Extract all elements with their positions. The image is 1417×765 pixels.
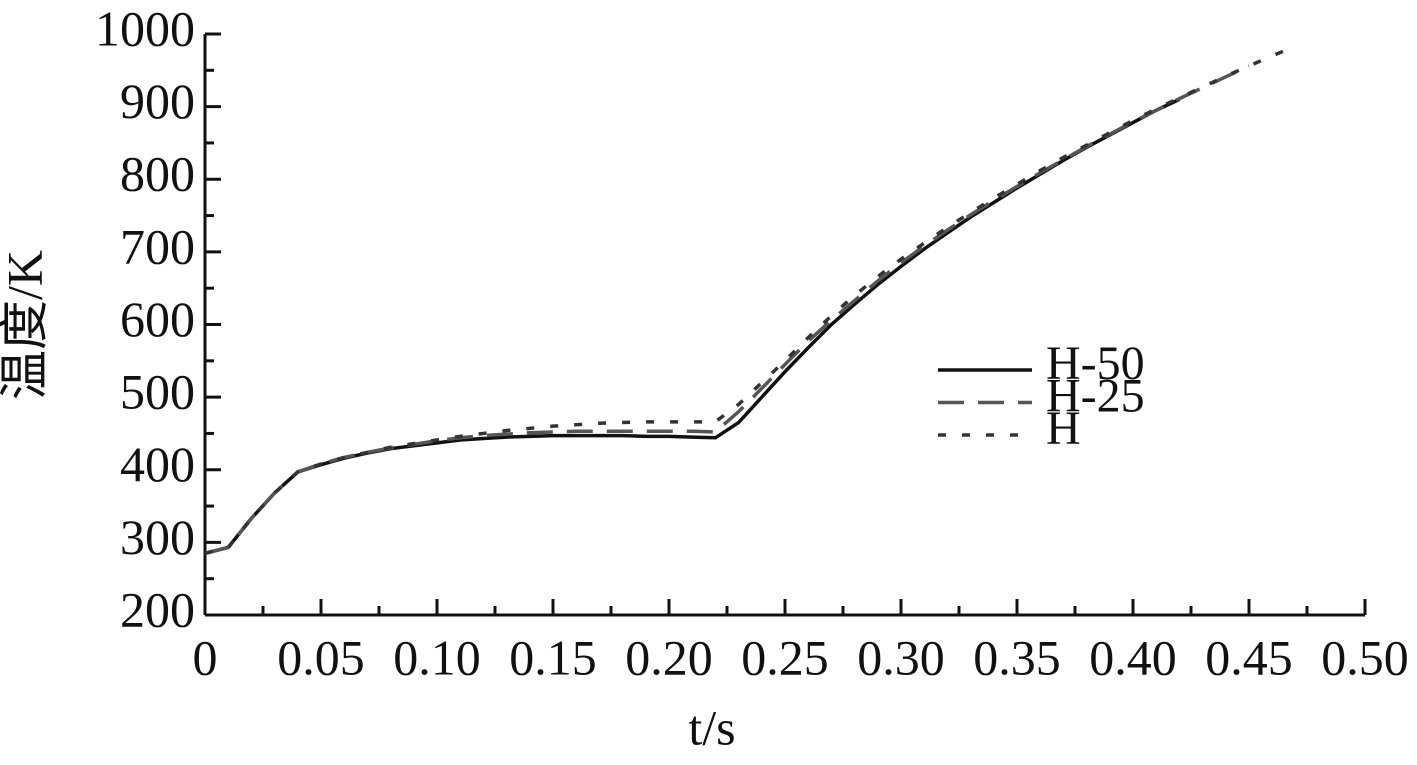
y-tick-label: 300 bbox=[120, 509, 195, 565]
legend-label: H-50 bbox=[1046, 337, 1145, 390]
x-tick-label: 0.20 bbox=[625, 629, 713, 685]
x-tick-label: 0.30 bbox=[857, 629, 945, 685]
x-tick-label: 0.45 bbox=[1205, 629, 1293, 685]
legend-label: H-25 bbox=[1046, 370, 1145, 423]
x-tick-label: 0 bbox=[193, 629, 218, 685]
y-tick-label: 1000 bbox=[95, 0, 195, 56]
x-tick-label: 0.35 bbox=[973, 629, 1061, 685]
x-axis-label: t/s bbox=[688, 699, 735, 755]
x-tick-label: 0.15 bbox=[509, 629, 597, 685]
y-tick-label: 800 bbox=[120, 146, 195, 202]
series-line bbox=[204, 97, 1181, 555]
y-axis-label: 温度/K bbox=[0, 250, 52, 400]
y-tick-label: 700 bbox=[120, 218, 195, 274]
y-tick-label: 500 bbox=[120, 364, 195, 420]
x-tick-label: 0.40 bbox=[1089, 629, 1177, 685]
x-tick-label: 0.25 bbox=[741, 629, 829, 685]
y-tick-label: 400 bbox=[120, 436, 195, 492]
series-line bbox=[204, 64, 1250, 555]
y-tick-label: 900 bbox=[120, 73, 195, 129]
legend-label: H bbox=[1046, 402, 1081, 455]
y-tick-label: 200 bbox=[120, 581, 195, 637]
y-tick-label: 600 bbox=[120, 291, 195, 347]
x-tick-label: 0.05 bbox=[277, 629, 365, 685]
series-line bbox=[204, 44, 1297, 555]
x-tick-label: 0.50 bbox=[1321, 629, 1409, 685]
x-tick-label: 0.10 bbox=[393, 629, 481, 685]
